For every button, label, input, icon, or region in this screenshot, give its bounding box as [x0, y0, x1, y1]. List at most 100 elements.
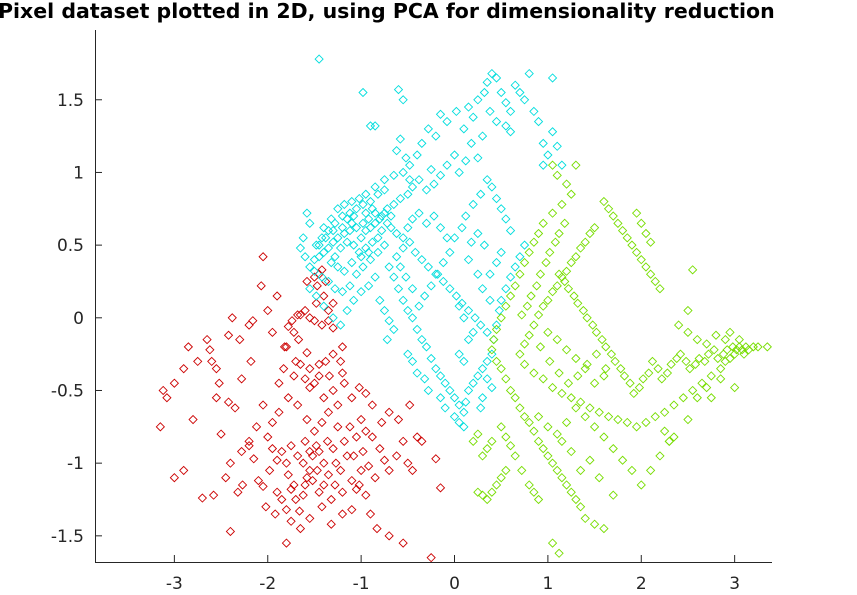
data-point-series-3 — [625, 378, 635, 388]
data-point-series-3 — [728, 342, 738, 352]
data-point-series-1 — [317, 265, 327, 275]
data-point-series-3 — [636, 480, 646, 490]
data-point-series-2 — [361, 189, 371, 199]
data-point-series-3 — [566, 487, 576, 497]
data-point-series-1 — [314, 371, 324, 381]
data-point-series-1 — [274, 378, 284, 388]
data-point-series-3 — [730, 382, 740, 393]
data-point-series-2 — [361, 243, 371, 253]
data-point-series-1 — [298, 458, 308, 468]
data-point-series-3 — [622, 233, 632, 243]
data-point-series-3 — [585, 228, 595, 239]
data-point-series-1 — [337, 342, 348, 352]
data-point-series-2 — [440, 378, 450, 388]
data-point-series-1 — [363, 461, 374, 471]
data-point-series-3 — [653, 364, 663, 374]
data-point-series-1 — [391, 451, 402, 461]
points-layer — [155, 54, 772, 563]
data-point-series-2 — [407, 182, 418, 192]
data-point-series-3 — [566, 189, 576, 199]
data-point-series-3 — [557, 199, 567, 210]
data-point-series-2 — [379, 240, 390, 250]
data-point-series-3 — [683, 414, 693, 425]
data-point-series-1 — [300, 374, 310, 384]
data-point-series-2 — [326, 214, 336, 224]
data-point-series-1 — [426, 553, 436, 563]
data-point-series-2 — [463, 255, 474, 265]
data-point-series-3 — [616, 364, 626, 374]
data-point-series-1 — [295, 523, 306, 534]
data-point-series-2 — [524, 68, 534, 79]
data-point-series-1 — [169, 378, 180, 388]
data-point-series-2 — [407, 214, 418, 224]
data-point-series-1 — [309, 426, 320, 436]
data-point-series-2 — [438, 276, 448, 287]
data-point-series-2 — [501, 214, 511, 224]
data-point-series-2 — [403, 305, 413, 316]
data-point-series-1 — [377, 417, 387, 428]
data-point-series-1 — [403, 458, 413, 468]
data-point-series-2 — [468, 378, 478, 388]
data-point-series-2 — [435, 170, 446, 180]
data-point-series-2 — [339, 266, 349, 276]
data-point-series-3 — [603, 204, 614, 214]
data-point-series-2 — [337, 287, 348, 297]
data-point-series-1 — [331, 458, 341, 468]
data-point-series-2 — [305, 218, 315, 228]
data-point-series-2 — [449, 393, 460, 403]
data-point-series-2 — [473, 228, 483, 239]
data-point-series-2 — [305, 262, 315, 272]
data-point-series-3 — [552, 429, 562, 439]
data-point-series-2 — [459, 422, 469, 432]
data-point-series-1 — [292, 400, 303, 410]
data-point-series-3 — [591, 327, 602, 337]
y-axis-ticks: -1.5 -1 -0.5 0 0.5 1 1.5 — [51, 91, 102, 547]
data-point-series-2 — [295, 243, 306, 253]
data-point-series-2 — [417, 334, 427, 345]
data-point-series-3 — [515, 349, 525, 359]
data-point-series-3 — [501, 374, 511, 384]
data-point-series-1 — [317, 320, 327, 330]
data-point-series-3 — [519, 257, 530, 268]
data-point-series-1 — [361, 490, 371, 500]
data-point-series-2 — [454, 417, 464, 428]
data-point-series-2 — [440, 403, 450, 413]
data-point-series-3 — [533, 494, 544, 505]
data-point-series-1 — [236, 374, 247, 384]
data-point-series-3 — [547, 538, 558, 548]
data-point-series-2 — [454, 167, 464, 178]
data-point-series-1 — [356, 414, 366, 425]
data-point-series-2 — [345, 225, 355, 236]
data-point-series-2 — [470, 313, 480, 323]
data-point-series-3 — [535, 342, 546, 352]
data-point-series-3 — [739, 349, 749, 359]
data-point-series-1 — [261, 502, 271, 512]
data-point-series-2 — [379, 208, 390, 218]
data-point-series-2 — [384, 262, 394, 272]
data-point-series-1 — [323, 316, 334, 326]
data-point-series-2 — [461, 156, 471, 166]
data-point-series-3 — [552, 334, 562, 345]
data-point-series-3 — [718, 349, 729, 359]
data-point-series-3 — [683, 327, 693, 337]
data-point-series-1 — [235, 334, 245, 345]
data-point-series-2 — [429, 179, 439, 189]
data-point-series-3 — [641, 228, 651, 239]
data-point-series-3 — [687, 265, 698, 275]
data-point-series-3 — [588, 320, 598, 330]
data-point-series-3 — [510, 393, 520, 403]
data-point-series-3 — [659, 407, 670, 417]
data-point-series-1 — [244, 441, 254, 451]
data-point-series-3 — [734, 334, 744, 345]
data-point-series-1 — [354, 480, 364, 490]
data-point-series-2 — [442, 233, 452, 243]
data-point-series-1 — [319, 480, 329, 490]
data-point-series-2 — [505, 272, 516, 282]
data-point-series-1 — [365, 509, 376, 519]
data-point-series-2 — [370, 272, 380, 282]
data-point-series-1 — [292, 451, 303, 461]
data-point-series-2 — [314, 240, 324, 250]
data-point-series-1 — [289, 480, 299, 490]
data-point-series-2 — [389, 324, 399, 335]
data-point-series-2 — [421, 218, 432, 228]
